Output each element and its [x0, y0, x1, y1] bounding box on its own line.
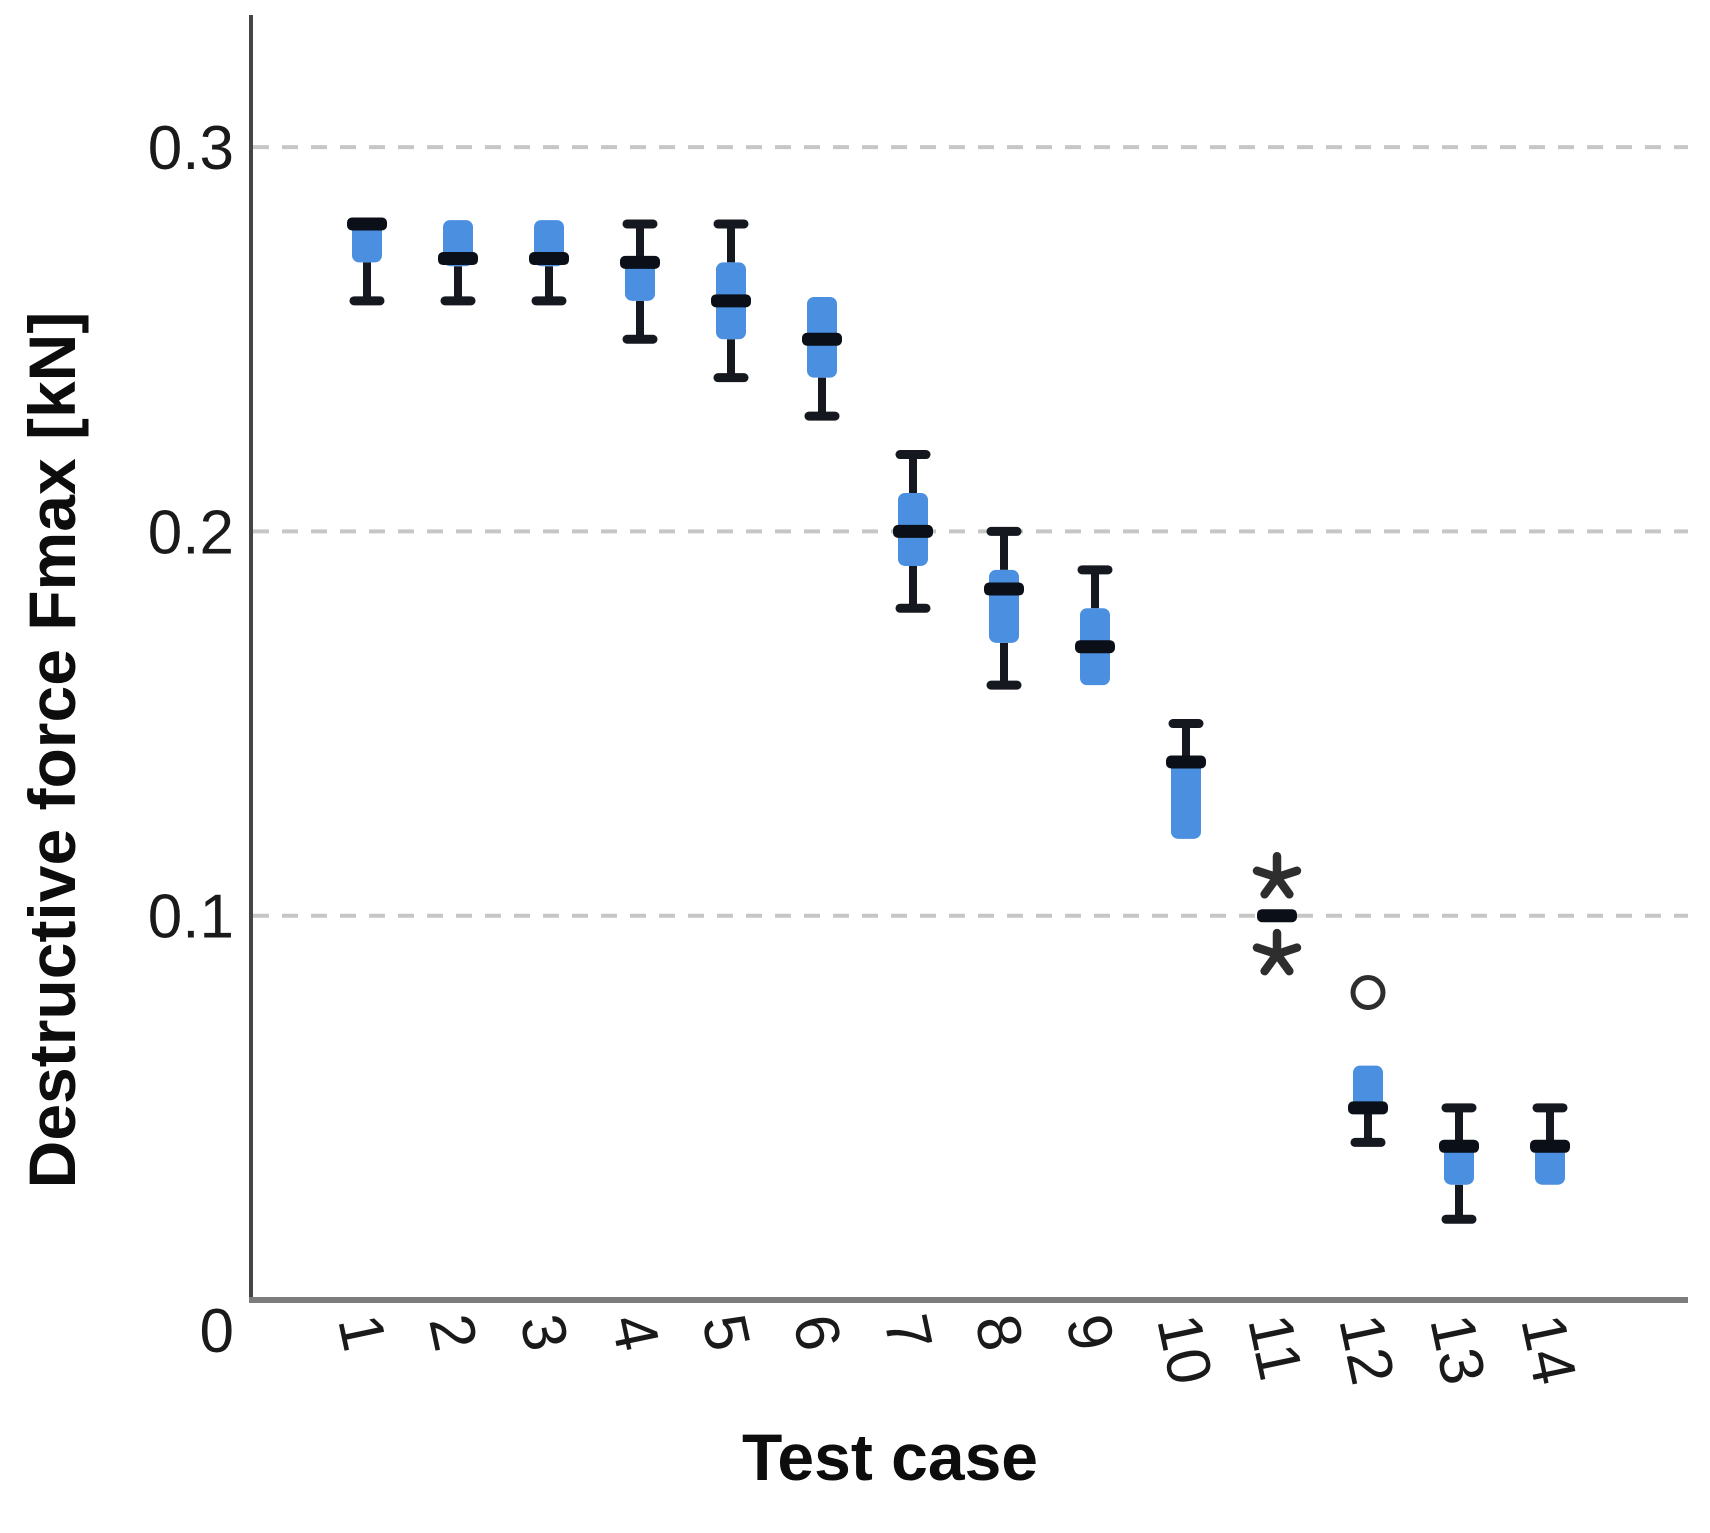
x-tick-label: 1 — [324, 1309, 399, 1357]
median-line — [1439, 1139, 1479, 1153]
x-tick-label: 9 — [1052, 1309, 1127, 1357]
outlier-asterisk-icon — [1260, 873, 1282, 899]
x-tick-label: 14 — [1507, 1309, 1589, 1391]
box — [1444, 1146, 1474, 1185]
y-tick-label: 0.1 — [148, 883, 234, 952]
median-line — [620, 255, 660, 269]
x-tick-label: 2 — [415, 1309, 490, 1357]
box — [352, 223, 382, 263]
median-line — [1166, 755, 1206, 769]
boxplot-testcase-3: 3 — [506, 220, 581, 1357]
box — [1171, 761, 1201, 839]
median-line — [711, 294, 751, 308]
box — [1535, 1146, 1565, 1185]
plot-area: 00.10.20.31 2 3 4 5 6 7 8 9 10 11 12 13 14 — [148, 15, 1688, 1390]
boxplot-testcase-11: 11 — [1234, 852, 1315, 1386]
x-tick-label: 11 — [1234, 1309, 1315, 1386]
box — [1353, 1065, 1383, 1108]
median-line — [438, 252, 478, 266]
boxplot-testcase-14: 14 — [1507, 1103, 1589, 1391]
x-tick-label: 6 — [779, 1309, 854, 1357]
boxplot-testcase-5: 5 — [688, 219, 763, 1357]
median-line — [984, 582, 1024, 596]
boxplot-testcase-9: 9 — [1052, 565, 1127, 1357]
median-line — [1257, 909, 1297, 923]
boxplot-testcase-7: 7 — [870, 450, 945, 1357]
median-line — [1348, 1101, 1388, 1115]
y-tick-label: 0.3 — [148, 114, 234, 183]
boxplot-testcase-2: 2 — [415, 220, 490, 1357]
median-line — [802, 332, 842, 346]
boxplot-testcase-10: 10 — [1143, 719, 1225, 1391]
outlier-circle-icon — [1350, 975, 1386, 1011]
x-tick-label: 12 — [1325, 1309, 1407, 1391]
x-tick-label: 4 — [597, 1309, 672, 1357]
box — [625, 262, 655, 301]
x-tick-label: 10 — [1143, 1309, 1225, 1391]
boxplot-testcase-1: 1 — [324, 217, 399, 1357]
x-tick-label: 8 — [961, 1309, 1036, 1357]
x-tick-label: 7 — [870, 1309, 945, 1357]
median-line — [1530, 1139, 1570, 1153]
boxplot-testcase-8: 8 — [961, 526, 1036, 1357]
boxplot-testcase-6: 6 — [779, 296, 854, 1357]
y-tick-label: 0.2 — [148, 498, 234, 567]
y-axis-title: Destructive force Fmax [kN] — [15, 312, 89, 1189]
x-tick-label: 5 — [688, 1309, 763, 1357]
boxplot-testcase-12: 12 — [1325, 975, 1407, 1391]
y-tick-label: 0 — [200, 1297, 234, 1366]
box — [989, 569, 1019, 643]
x-tick-label: 13 — [1416, 1309, 1498, 1391]
median-line — [529, 252, 569, 266]
median-line — [1075, 640, 1115, 654]
x-axis-title: Test case — [742, 1420, 1038, 1494]
outlier-asterisk-icon — [1260, 949, 1282, 976]
x-tick-label: 3 — [506, 1309, 581, 1357]
median-line — [347, 217, 387, 231]
median-line — [893, 524, 933, 538]
boxplot-testcase-4: 4 — [597, 219, 672, 1357]
boxplot-testcase-13: 13 — [1416, 1103, 1498, 1391]
